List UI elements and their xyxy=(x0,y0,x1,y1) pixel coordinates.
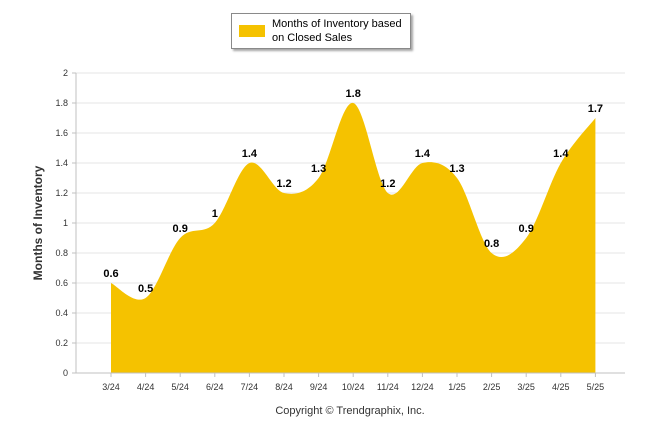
x-tick-label: 11/24 xyxy=(377,382,399,392)
data-label: 1.7 xyxy=(588,103,603,115)
y-tick-label: 1.2 xyxy=(55,188,68,198)
legend-label: Months of Inventory based on Closed Sale… xyxy=(272,18,402,44)
y-tick-label: 1.6 xyxy=(55,128,68,138)
x-tick-labels: 3/24 4/24 5/24 6/24 7/24 8/24 9/24 10/24 11/24 12… xyxy=(102,373,604,392)
series-area-path xyxy=(111,102,596,373)
x-tick-label: 4/24 xyxy=(137,382,155,392)
x-tick-label: 7/24 xyxy=(241,382,259,392)
data-label: 1.2 xyxy=(380,178,395,190)
legend-swatch xyxy=(239,25,265,37)
data-label: 1.2 xyxy=(276,178,291,190)
x-tick-label: 3/25 xyxy=(517,382,535,392)
data-label: 1.4 xyxy=(553,148,569,160)
data-label: 0.9 xyxy=(519,223,534,235)
data-label: 1.8 xyxy=(346,88,361,100)
data-label: 0.6 xyxy=(103,268,118,280)
series-area xyxy=(111,102,596,373)
x-tick-label: 3/24 xyxy=(102,382,120,392)
x-tick-label: 10/24 xyxy=(342,382,365,392)
y-tick-label: 1.4 xyxy=(55,158,68,168)
x-tick-label: 1/25 xyxy=(448,382,466,392)
legend: Months of Inventory based on Closed Sale… xyxy=(231,13,411,49)
y-tick-label: 0.8 xyxy=(55,248,68,258)
y-tick-labels: 0 0.2 0.4 0.6 0.8 1 1.2 1.4 1.6 1.8 2 xyxy=(55,68,76,378)
x-tick-label: 2/25 xyxy=(483,382,501,392)
x-tick-label: 5/24 xyxy=(171,382,189,392)
data-label: 1.4 xyxy=(415,148,431,160)
y-tick-label: 0.2 xyxy=(55,338,68,348)
data-labels: 0.6 0.5 0.9 1 1.4 1.2 1.3 1.8 1.2 1.4 1.3 0.8 0.9 1.4… xyxy=(103,88,603,295)
data-label: 1.4 xyxy=(242,148,258,160)
data-label: 1 xyxy=(212,208,218,220)
data-label: 0.9 xyxy=(173,223,188,235)
y-tick-label: 0 xyxy=(63,368,68,378)
copyright-text: Copyright © Trendgraphix, Inc. xyxy=(275,405,424,417)
x-tick-label: 9/24 xyxy=(310,382,328,392)
data-label: 0.8 xyxy=(484,238,499,250)
y-axis-title: Months of Inventory xyxy=(31,165,45,280)
data-label: 1.3 xyxy=(449,163,464,175)
y-tick-label: 1.8 xyxy=(55,98,68,108)
y-tick-label: 1 xyxy=(63,218,68,228)
y-tick-label: 2 xyxy=(63,68,68,78)
y-tick-label: 0.4 xyxy=(55,308,68,318)
x-tick-label: 4/25 xyxy=(552,382,570,392)
x-tick-label: 8/24 xyxy=(275,382,293,392)
data-label: 1.3 xyxy=(311,163,326,175)
x-tick-label: 5/25 xyxy=(587,382,605,392)
x-tick-label: 12/24 xyxy=(411,382,434,392)
y-tick-label: 0.6 xyxy=(55,278,68,288)
data-label: 0.5 xyxy=(138,283,153,295)
x-tick-label: 6/24 xyxy=(206,382,224,392)
